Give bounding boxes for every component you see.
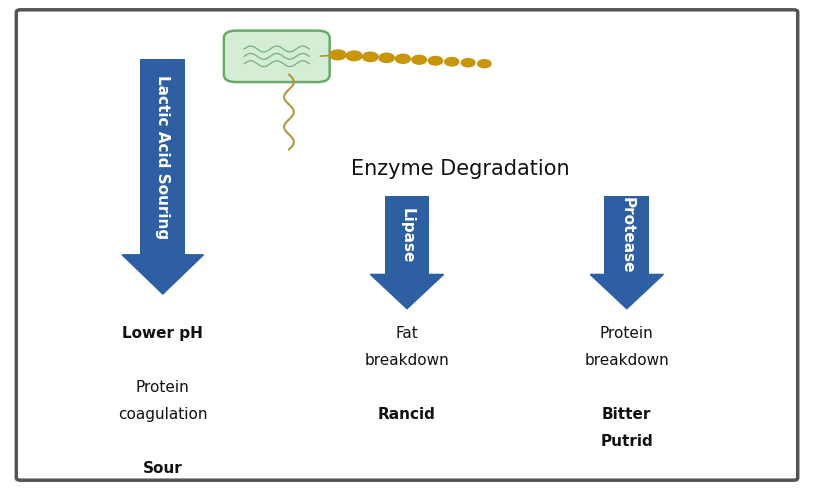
Circle shape	[396, 54, 410, 63]
Circle shape	[444, 57, 459, 66]
Text: breakdown: breakdown	[584, 353, 669, 368]
Bar	[141, 59, 186, 255]
Circle shape	[462, 59, 475, 67]
Circle shape	[379, 53, 394, 62]
Text: Lactic Acid Souring: Lactic Acid Souring	[155, 75, 170, 239]
Text: Protease: Protease	[619, 197, 634, 273]
Circle shape	[346, 51, 362, 61]
Text: Bitter: Bitter	[602, 407, 651, 422]
Text: Enzyme Degradation: Enzyme Degradation	[351, 159, 569, 179]
Text: Fat: Fat	[396, 326, 418, 341]
Circle shape	[362, 52, 379, 62]
Text: Putrid: Putrid	[601, 434, 653, 449]
Circle shape	[428, 56, 443, 65]
Circle shape	[478, 60, 491, 68]
Circle shape	[412, 55, 427, 64]
Text: Protein: Protein	[136, 380, 190, 395]
Polygon shape	[590, 274, 663, 309]
Circle shape	[330, 50, 346, 60]
Text: Protein: Protein	[600, 326, 654, 341]
Text: Sour: Sour	[143, 461, 182, 476]
Text: Lipase: Lipase	[400, 207, 414, 263]
FancyBboxPatch shape	[16, 10, 798, 480]
FancyBboxPatch shape	[224, 30, 330, 82]
Bar	[384, 196, 429, 274]
Text: breakdown: breakdown	[365, 353, 449, 368]
Text: Rancid: Rancid	[378, 407, 436, 422]
Text: Lower pH: Lower pH	[122, 326, 204, 341]
Polygon shape	[122, 255, 204, 294]
Bar	[604, 196, 650, 274]
Text: coagulation: coagulation	[118, 407, 208, 422]
Polygon shape	[370, 274, 444, 309]
